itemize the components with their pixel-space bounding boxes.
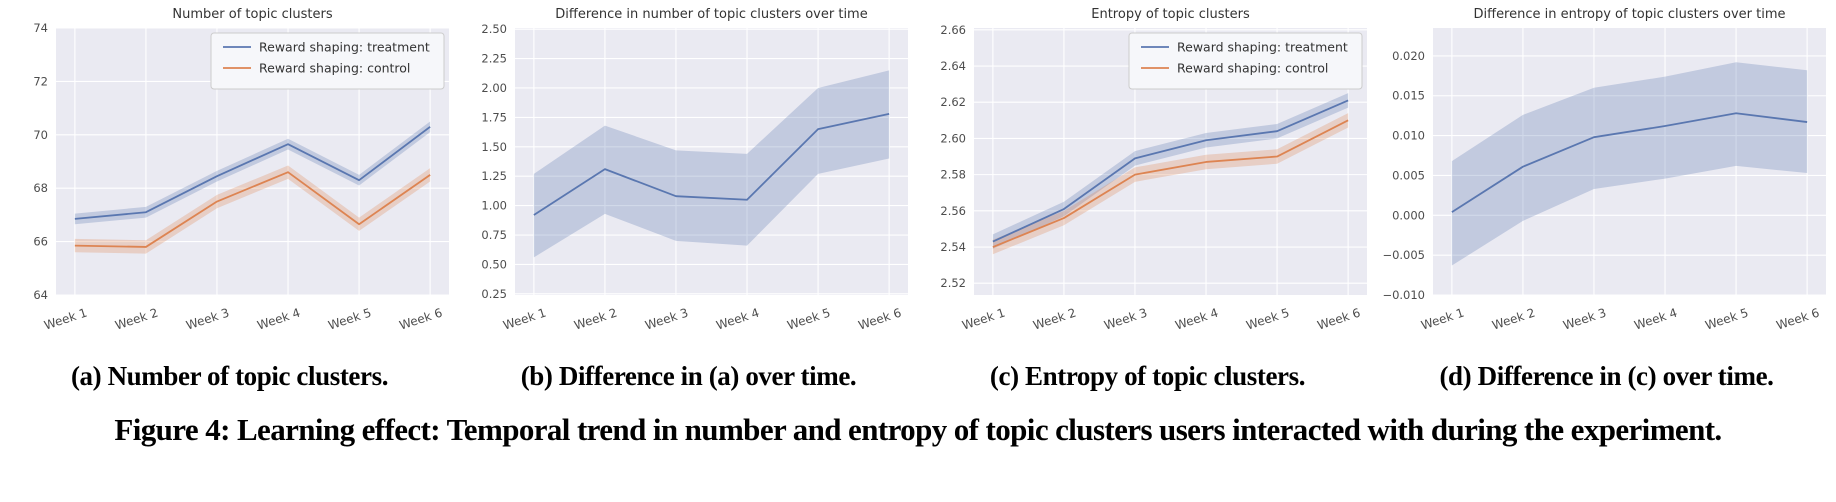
- y-tick-label: −0.005: [1382, 248, 1425, 262]
- chart-title: Number of topic clusters: [172, 7, 332, 22]
- chart-d-difference-entropy-clusters: −0.010 −0.005 0.000 0.005 0.010 0.015 0.020 Wee…: [1382, 7, 1826, 333]
- x-tick-label: Week 1: [1419, 306, 1465, 333]
- legend-label: Reward shaping: control: [259, 61, 410, 76]
- confidence-band: [1451, 62, 1808, 266]
- y-tick-label: 70: [33, 128, 48, 142]
- confidence-band: [74, 165, 431, 254]
- chart-panel-c: 2.52 2.54 2.56 2.58 2.60 2.62 2.64 2.66 Week 1 We…: [918, 2, 1377, 347]
- x-tick-label: Week 3: [1561, 306, 1607, 333]
- chart-title: Difference in number of topic clusters o…: [555, 7, 867, 22]
- x-tick-label: Week 4: [255, 306, 301, 333]
- y-tick-label: 66: [33, 235, 48, 249]
- y-tick-label: 2.66: [940, 23, 966, 37]
- chart-c-entropy-of-topic-clusters: 2.52 2.54 2.56 2.58 2.60 2.62 2.64 2.66 Week 1 We…: [940, 7, 1367, 333]
- y-tick-label: 2.56: [940, 204, 966, 218]
- x-tick-label: Week 4: [1173, 306, 1219, 333]
- chart-panel-b: 0.25 0.50 0.75 1.00 1.25 1.50 1.75 2.00 2.25 2.50…: [459, 2, 918, 347]
- subcaption-d: (d) Difference in (c) over time.: [1439, 361, 1774, 391]
- series-line: [74, 126, 431, 220]
- y-tick-label: 72: [33, 74, 48, 88]
- y-tick-label: 1.50: [481, 140, 507, 154]
- x-tick-label: Week 6: [1775, 306, 1821, 333]
- chart-a-number-of-topic-clusters: 64 66 68 70 72 74 Week 1 Week 2 Week 3 Week 4 Week…: [33, 7, 449, 333]
- x-tick-label: Week 6: [1316, 306, 1362, 333]
- y-tick-label: 0.50: [481, 257, 507, 271]
- y-tick-label: 1.25: [481, 169, 507, 183]
- plot-background: [1433, 28, 1826, 295]
- chart-panel-d: −0.010 −0.005 0.000 0.005 0.010 0.015 0.020 Wee…: [1377, 2, 1836, 347]
- legend: Reward shaping: treatment Reward shaping:…: [210, 32, 445, 90]
- y-tick-label: 2.25: [481, 52, 507, 66]
- chart-title: Difference in entropy of topic clusters …: [1473, 7, 1785, 22]
- x-tick-label: Week 2: [113, 306, 159, 333]
- legend-label: Reward shaping: control: [1177, 61, 1328, 76]
- subcaption-a: (a) Number of topic clusters.: [70, 361, 389, 391]
- x-tick-label: Week 5: [1245, 306, 1291, 333]
- subcaption-c: (c) Entropy of topic clusters.: [989, 361, 1306, 391]
- y-tick-label: 2.52: [940, 276, 966, 290]
- series-line: [992, 99, 1349, 243]
- confidence-band: [74, 121, 431, 225]
- y-tick-label: 2.62: [940, 95, 966, 109]
- figure-4: 64 66 68 70 72 74 Week 1 Week 2 Week 3 Week 4 Week…: [0, 2, 1836, 447]
- series-line: [992, 119, 1349, 248]
- x-tick-label: Week 5: [327, 306, 373, 333]
- y-tick-label: 0.005: [1392, 168, 1425, 182]
- series-line: [74, 171, 431, 248]
- x-tick-label: Week 2: [572, 306, 618, 333]
- confidence-band: [992, 93, 1349, 249]
- x-tick-label: Week 4: [1632, 306, 1678, 333]
- y-tick-label: −0.010: [1382, 288, 1425, 302]
- y-tick-label: 0.75: [481, 228, 507, 242]
- chart-b-difference-number-clusters: 0.25 0.50 0.75 1.00 1.25 1.50 1.75 2.00 2.25 2.50…: [481, 7, 908, 333]
- legend: Reward shaping: treatment Reward shaping:…: [1128, 32, 1363, 90]
- confidence-band: [533, 70, 890, 258]
- y-tick-label: 2.00: [481, 81, 507, 95]
- x-tick-label: Week 6: [857, 306, 903, 333]
- x-tick-label: Week 2: [1031, 306, 1077, 333]
- x-tick-label: Week 3: [1102, 306, 1148, 333]
- x-tick-label: Week 6: [398, 306, 444, 333]
- y-tick-label: 64: [33, 288, 48, 302]
- y-tick-label: 0.000: [1392, 208, 1425, 222]
- series-line: [1451, 112, 1808, 213]
- y-tick-label: 1.75: [481, 110, 507, 124]
- x-tick-label: Week 5: [786, 306, 832, 333]
- y-tick-label: 1.00: [481, 199, 507, 213]
- charts-row: 64 66 68 70 72 74 Week 1 Week 2 Week 3 Week 4 Week…: [0, 2, 1836, 347]
- y-tick-label: 0.015: [1392, 89, 1425, 103]
- y-tick-label: 0.010: [1392, 129, 1425, 143]
- subcaptions-row: (a) Number of topic clusters. (b) Differ…: [0, 361, 1836, 392]
- x-tick-label: Week 5: [1704, 306, 1750, 333]
- y-tick-label: 2.50: [481, 22, 507, 36]
- legend-label: Reward shaping: treatment: [259, 40, 430, 55]
- x-tick-label: Week 1: [501, 306, 547, 333]
- figure-caption: Figure 4: Learning effect: Temporal tren…: [114, 412, 1722, 447]
- legend-box: [210, 32, 445, 90]
- plot-background: [515, 28, 908, 295]
- legend-label: Reward shaping: treatment: [1177, 40, 1348, 55]
- y-tick-label: 74: [33, 21, 48, 35]
- x-tick-label: Week 4: [714, 306, 760, 333]
- y-tick-label: 2.54: [940, 240, 966, 254]
- x-tick-label: Week 3: [184, 306, 230, 333]
- legend-box: [1128, 32, 1363, 90]
- x-tick-label: Week 3: [643, 306, 689, 333]
- y-tick-label: 0.020: [1392, 49, 1425, 63]
- x-tick-label: Week 2: [1490, 306, 1536, 333]
- y-tick-label: 0.25: [481, 287, 507, 301]
- x-tick-label: Week 1: [960, 306, 1006, 333]
- chart-panel-a: 64 66 68 70 72 74 Week 1 Week 2 Week 3 Week 4 Week…: [0, 2, 459, 347]
- y-tick-label: 2.60: [940, 131, 966, 145]
- y-tick-label: 68: [33, 181, 48, 195]
- x-tick-label: Week 1: [42, 306, 88, 333]
- series-line: [533, 112, 890, 216]
- y-tick-label: 2.58: [940, 168, 966, 182]
- subcaption-b: (b) Difference in (a) over time.: [520, 361, 857, 391]
- y-tick-label: 2.64: [940, 59, 966, 73]
- chart-title: Entropy of topic clusters: [1091, 7, 1250, 22]
